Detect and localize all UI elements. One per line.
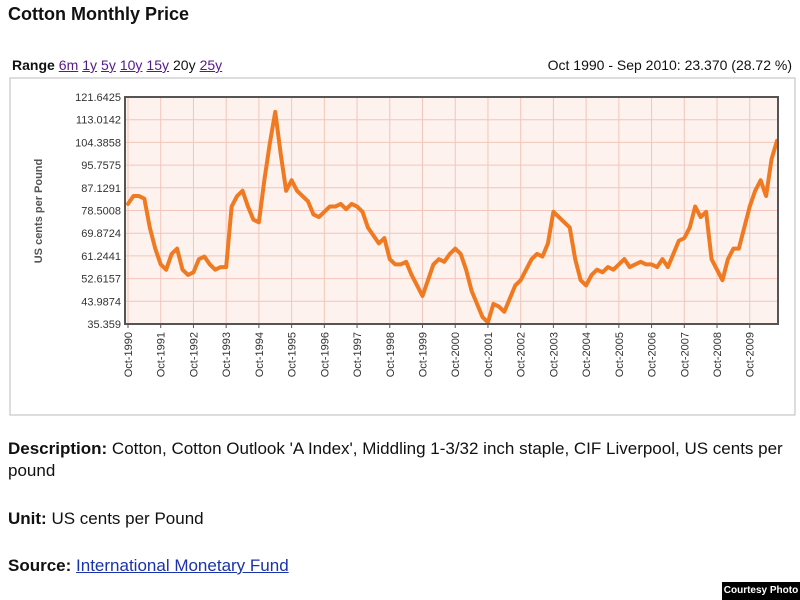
x-tick-label: Oct-1998 (385, 332, 397, 377)
range-option-link[interactable]: 5y (101, 57, 116, 73)
detail-label: Source: (8, 556, 72, 575)
y-axis-title: US cents per Pound (33, 159, 45, 264)
y-tick-label: 43.9874 (81, 296, 121, 308)
x-tick-label: Oct-1993 (221, 332, 233, 377)
y-tick-label: 121.6425 (75, 92, 121, 104)
x-tick-label: Oct-2006 (647, 332, 659, 377)
price-line (126, 109, 779, 325)
x-tick-label: Oct-2008 (712, 332, 724, 377)
detail-row: Description: Cotton, Cotton Outlook 'A I… (8, 438, 798, 482)
range-option-link[interactable]: 6m (58, 57, 79, 73)
photo-credit: Courtesy Photo (722, 582, 800, 600)
detail-row: Unit: US cents per Pound (8, 508, 798, 530)
y-tick-label: 78.5008 (81, 205, 121, 217)
y-tick-label: 87.1291 (81, 183, 121, 195)
detail-label: Unit: (8, 509, 47, 528)
y-tick-label: 52.6157 (81, 274, 121, 286)
y-tick-label: 113.0142 (76, 115, 121, 127)
plot-border (124, 96, 779, 325)
x-tick-label: Oct-1991 (156, 332, 168, 377)
y-tick-label: 104.3858 (75, 137, 121, 149)
x-tick-label: Oct-1992 (188, 332, 200, 377)
x-tick-label: Oct-2002 (516, 332, 528, 377)
range-option-current: 20y (173, 57, 196, 73)
x-tick-label: Oct-1990 (123, 332, 135, 377)
y-tick-label: 35.359 (87, 319, 121, 331)
x-tick-label: Oct-2000 (450, 332, 462, 377)
x-tick-label: Oct-1999 (418, 332, 430, 377)
y-tick-label: 61.2441 (81, 251, 121, 263)
x-tick-label: Oct-2001 (483, 332, 495, 377)
detail-text: Cotton, Cotton Outlook 'A Index', Middli… (8, 439, 783, 480)
detail-row: Source: International Monetary Fund (8, 555, 798, 577)
source-link[interactable]: International Monetary Fund (76, 556, 289, 575)
detail-label: Description: (8, 439, 108, 458)
y-tick-label: 69.8724 (81, 228, 121, 240)
x-tick-label: Oct-2004 (581, 332, 593, 377)
detail-text: US cents per Pound (51, 509, 204, 528)
range-summary: Oct 1990 - Sep 2010: 23.370 (28.72 %) (547, 57, 792, 73)
range-option-link[interactable]: 10y (119, 57, 143, 73)
page-title: Cotton Monthly Price (8, 4, 189, 24)
x-tick-label: Oct-2009 (745, 332, 757, 377)
x-tick-label: Oct-1995 (287, 332, 299, 377)
x-tick-label: Oct-2007 (679, 332, 691, 377)
range-bar: Range 6m 1y 5y 10y 15y 20y 25y (12, 57, 226, 73)
x-tick-label: Oct-2003 (548, 332, 560, 377)
range-option-link[interactable]: 25y (199, 57, 223, 73)
x-tick-label: Oct-1997 (352, 332, 364, 377)
range-option-link[interactable]: 1y (82, 57, 98, 73)
chart: US cents per Pound 35.359 43.9874 52.6157 6… (9, 77, 796, 416)
x-tick-label: Oct-2005 (614, 332, 626, 377)
range-option-link[interactable]: 15y (146, 57, 169, 73)
range-label: Range (12, 57, 55, 73)
x-tick-label: Oct-1994 (254, 332, 266, 377)
y-tick-label: 95.7575 (81, 160, 121, 172)
x-tick-label: Oct-1996 (319, 332, 331, 377)
